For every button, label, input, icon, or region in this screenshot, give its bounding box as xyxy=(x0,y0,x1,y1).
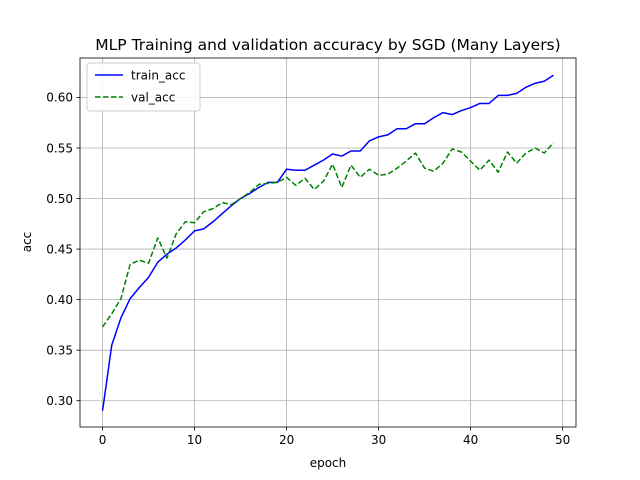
y-tick-label: 0.50 xyxy=(46,192,73,206)
x-axis-label: epoch xyxy=(310,456,347,470)
legend: train_acc val_acc xyxy=(86,62,201,112)
chart-title: MLP Training and validation accuracy by … xyxy=(95,36,560,54)
series-line-train-acc xyxy=(101,74,554,411)
legend-label-train-acc: train_acc xyxy=(131,69,185,83)
series-lines xyxy=(101,74,555,411)
x-tick-label: 50 xyxy=(555,433,570,447)
y-axis-label: acc xyxy=(20,232,34,253)
x-tick-label: 30 xyxy=(371,433,386,447)
y-tick-label: 0.35 xyxy=(46,343,73,357)
legend-label-val-acc: val_acc xyxy=(131,91,175,105)
series-line-val-acc xyxy=(101,142,555,328)
x-tick-label: 10 xyxy=(187,433,202,447)
y-tick-label: 0.45 xyxy=(46,242,73,256)
grid-lines xyxy=(80,58,576,427)
y-tick-label: 0.55 xyxy=(46,141,73,155)
x-tick-label: 40 xyxy=(463,433,478,447)
x-tick-label: 20 xyxy=(279,433,294,447)
axis-ticks: 0 10 20 30 40 50 0.30 0.35 0.40 0.45 0.50 0.55 0.60 xyxy=(46,91,570,447)
x-tick-label: 0 xyxy=(99,433,107,447)
y-tick-label: 0.40 xyxy=(46,293,73,307)
axes-frame xyxy=(79,57,577,428)
y-tick-label: 0.60 xyxy=(46,91,73,105)
y-tick-label: 0.30 xyxy=(46,394,73,408)
